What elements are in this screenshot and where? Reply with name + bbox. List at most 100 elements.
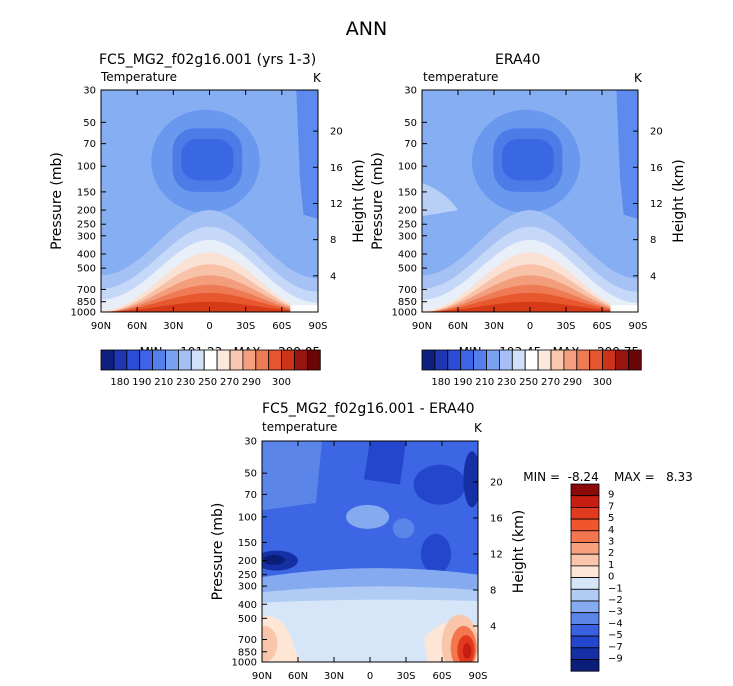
y-tick-label: 50 bbox=[244, 469, 257, 480]
fill-topography bbox=[610, 305, 638, 312]
colorbar-label: 250 bbox=[198, 377, 217, 388]
fill-eq-mid bbox=[392, 518, 415, 539]
colorbar-swatch bbox=[216, 349, 231, 371]
y-tick-label: 250 bbox=[398, 220, 417, 231]
x-tick-label: 60S bbox=[592, 321, 611, 332]
colorbar-label: 180 bbox=[431, 377, 450, 388]
fill-cool-spot bbox=[311, 637, 333, 658]
x-tick-label: 60S bbox=[272, 321, 291, 332]
colorbar-swatch bbox=[473, 349, 487, 371]
y-tick-label: 30 bbox=[83, 86, 96, 97]
y2-axis-label: Height (km) bbox=[511, 510, 527, 593]
fill-np-warm bbox=[422, 182, 458, 217]
colorbar-swatch bbox=[570, 612, 600, 625]
y2-axis-label: Height (km) bbox=[351, 159, 367, 242]
y-tick-label: 50 bbox=[83, 118, 96, 129]
y-axis-label: Pressure (mb) bbox=[49, 152, 65, 250]
colorbar-swatch bbox=[570, 542, 600, 555]
colorbar-swatch bbox=[570, 624, 600, 637]
y-tick-label: 500 bbox=[77, 264, 96, 275]
colorbar-model: 180 190 210 230 250 270 290 300 bbox=[100, 349, 321, 388]
colorbar-swatch bbox=[139, 349, 153, 371]
fill-sp-cold bbox=[616, 90, 638, 219]
y-tick-label: 150 bbox=[398, 187, 417, 198]
diff-max-value: 8.33 bbox=[666, 470, 693, 484]
fill-sp-cold bbox=[463, 451, 478, 508]
colorbar-swatch bbox=[570, 495, 600, 508]
colorbar-label: 230 bbox=[497, 377, 516, 388]
panel-model-variable: Temperature bbox=[101, 70, 178, 84]
y-tick-label: 70 bbox=[83, 139, 96, 150]
colorbar-swatch bbox=[524, 349, 539, 371]
colorbar-swatch bbox=[570, 659, 600, 672]
fill-sp-cold bbox=[296, 90, 318, 219]
colorbar-swatch bbox=[434, 349, 449, 371]
y-tick-label: 500 bbox=[398, 264, 417, 275]
colorbar-swatch bbox=[570, 518, 600, 532]
y-tick-label: 1000 bbox=[392, 308, 417, 319]
y-tick-label: 1000 bbox=[71, 308, 96, 319]
x-tick-label: 30N bbox=[484, 321, 504, 332]
height-tick-label: 4 bbox=[330, 271, 336, 282]
panel-diff-variable: temperature bbox=[262, 420, 338, 434]
colorbar-swatch bbox=[615, 349, 629, 371]
y-tick-label: 150 bbox=[77, 187, 96, 198]
colorbar-label: 2 bbox=[608, 548, 614, 559]
x-tick-label: 90N bbox=[91, 321, 111, 332]
colorbar-label: −5 bbox=[608, 630, 623, 641]
panel-model-units: K bbox=[313, 71, 321, 85]
colorbar-label: 230 bbox=[176, 377, 195, 388]
y-tick-label: 150 bbox=[238, 538, 257, 549]
colorbar-obs: 180 190 210 230 250 270 290 300 bbox=[421, 349, 642, 388]
y-tick-label: 100 bbox=[77, 162, 96, 173]
colorbar-label: −2 bbox=[608, 595, 623, 606]
colorbar-swatch bbox=[498, 349, 513, 371]
fill-np-cold-core bbox=[263, 554, 285, 565]
axes-obs: 90N 60N 30N 0 30S 60S 90S 30 50 70 100 150 200 250300… bbox=[370, 86, 687, 333]
y-tick-label: 250 bbox=[77, 220, 96, 231]
y-tick-label: 200 bbox=[238, 556, 257, 567]
y-tick-label: 850 bbox=[77, 297, 96, 308]
colorbar-swatch bbox=[242, 349, 257, 371]
y-tick-label: 300 bbox=[77, 231, 96, 242]
y-tick-label: 30 bbox=[404, 86, 417, 97]
colorbar-label: −7 bbox=[608, 642, 623, 653]
colorbar-label: 210 bbox=[475, 377, 494, 388]
fill-sh-cold bbox=[420, 533, 452, 574]
colorbar-swatch bbox=[570, 483, 600, 497]
panel-obs-units: K bbox=[634, 71, 642, 85]
colorbar-swatch bbox=[113, 349, 128, 371]
colorbar-swatch bbox=[421, 349, 436, 371]
y2-axis-label: Height (km) bbox=[671, 159, 687, 242]
y-tick-label: 30 bbox=[244, 437, 257, 448]
colorbar-swatch bbox=[460, 349, 475, 371]
colorbar-label: 190 bbox=[132, 377, 151, 388]
panel-model-title: FC5_MG2_f02g16.001 (yrs 1-3) bbox=[99, 52, 317, 68]
y-axis-label: Pressure (mb) bbox=[210, 503, 226, 601]
x-tick-label: 0 bbox=[527, 321, 533, 332]
colorbar-swatch bbox=[165, 349, 179, 371]
x-tick-label: 0 bbox=[206, 321, 212, 332]
panel-obs-title: ERA40 bbox=[495, 52, 541, 68]
colorbar-label: 290 bbox=[242, 377, 261, 388]
colorbar-swatch bbox=[447, 349, 462, 371]
colorbar-swatch bbox=[537, 349, 552, 371]
panel-diff-units: K bbox=[474, 421, 482, 435]
x-tick-label: 30S bbox=[236, 321, 255, 332]
colorbar-label: 250 bbox=[519, 377, 538, 388]
diff-min-label: MIN = bbox=[523, 470, 561, 484]
colorbar-swatch bbox=[268, 349, 283, 371]
height-tick-label: 4 bbox=[650, 271, 656, 282]
fill-trop-band bbox=[101, 301, 318, 312]
x-tick-label: 0 bbox=[367, 671, 373, 682]
colorbar-label: −4 bbox=[608, 618, 623, 629]
colorbar-swatch bbox=[126, 349, 141, 371]
colorbar-label: 7 bbox=[608, 501, 614, 512]
x-tick-label: 30N bbox=[324, 671, 344, 682]
colorbar-label: 5 bbox=[608, 513, 614, 524]
colorbar-swatch bbox=[100, 349, 115, 371]
colorbar-swatch bbox=[570, 506, 600, 520]
colorbar-label: 3 bbox=[608, 537, 614, 548]
colorbar-swatch bbox=[511, 349, 526, 371]
